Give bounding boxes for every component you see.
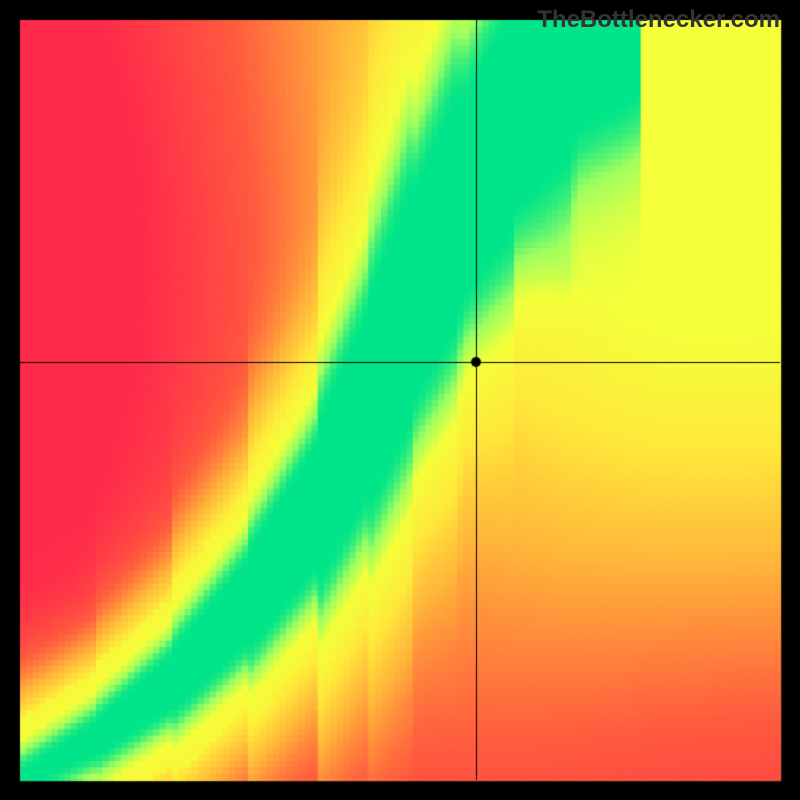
watermark-text: TheBottlenecker.com (537, 6, 780, 34)
bottleneck-heatmap: TheBottlenecker.com (0, 0, 800, 800)
heatmap-canvas (0, 0, 800, 800)
